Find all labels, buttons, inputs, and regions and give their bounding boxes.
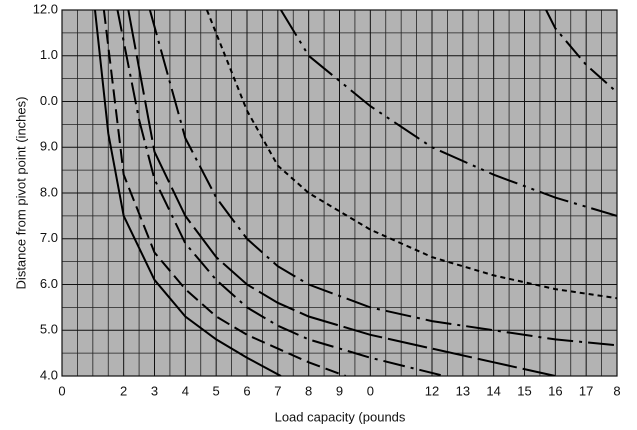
curve [116,10,445,376]
x-tick-label: 9 [336,383,343,398]
y-tick-label: 9.0 [40,139,58,154]
curve [94,10,282,376]
x-tick-label: 13 [456,383,470,398]
x-tick-label: 12 [425,383,439,398]
x-tick-label: 4 [182,383,189,398]
x-tick-label: 0 [58,383,65,398]
y-tick-label: 6.0 [40,276,58,291]
y-tick-label: 5.0 [40,322,58,337]
plot-border [61,9,618,377]
x-tick-label: 2 [120,383,127,398]
curve [127,10,556,376]
y-tick-label: 12.0 [33,1,58,16]
curve [205,10,617,300]
y-axis-title: Distance from pivot point (inches) [13,97,28,290]
curve [148,10,617,347]
x-tick-label: 3 [151,383,158,398]
y-tick-label: 8.0 [40,184,58,199]
x-tick-label: 14 [486,383,500,398]
x-tick-label: 0 [367,383,374,398]
x-tick-label: 17 [579,383,593,398]
curve [545,10,617,94]
x-tick-label: 5 [213,383,220,398]
x-tick-label: 16 [548,383,562,398]
y-tick-label: 7.0 [40,230,58,245]
x-tick-label: 8 [305,383,312,398]
y-tick-label: 4.0 [40,367,58,382]
x-tick-label: 7 [274,383,281,398]
y-tick-label: 1.0 [40,47,58,62]
x-tick-label: 8 [613,383,620,398]
curve [280,10,617,217]
x-tick-label: 15 [517,383,531,398]
y-tick-label: 0.0 [40,93,58,108]
x-tick-label: 6 [243,383,250,398]
curve [102,10,347,376]
x-axis-title: Load capacity (pounds [275,409,406,424]
